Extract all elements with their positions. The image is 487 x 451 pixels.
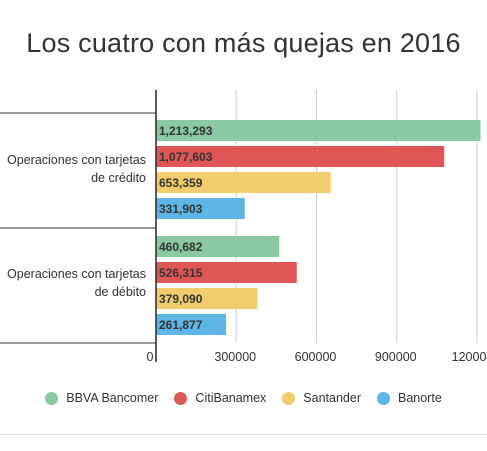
legend-item-citibanamex[interactable]: CitiBanamex [174, 391, 266, 405]
bar-3-1 [156, 314, 227, 335]
legend-label-citibanamex: CitiBanamex [195, 391, 267, 405]
legend-swatch-bbva [45, 391, 59, 405]
legend-swatch-santander [282, 391, 296, 405]
x-tick-label: 1200000 [452, 350, 487, 364]
bar-value-label: 1,077,603 [159, 150, 213, 164]
bar-value-label: 526,315 [159, 266, 203, 280]
bar-1-0 [156, 146, 445, 167]
legend-item-santander[interactable]: Santander [282, 391, 361, 405]
x-tick-label: 300000 [214, 350, 256, 364]
bar-value-label: 261,877 [159, 318, 203, 332]
footer-divider [0, 434, 487, 435]
bar-0-0 [156, 120, 481, 141]
legend-item-banorte[interactable]: Banorte [376, 391, 442, 405]
category-label: Operaciones con tarjetas de crédito [7, 153, 146, 185]
legend-label-banorte: Banorte [397, 391, 442, 405]
category-label: Operaciones con tarjetas de débito [7, 267, 146, 299]
bar-value-label: 653,359 [159, 176, 203, 190]
bar-0-1 [156, 236, 280, 257]
bar-2-1 [156, 288, 258, 309]
x-tick-label: 600000 [295, 350, 337, 364]
bar-value-label: 331,903 [159, 202, 203, 216]
bar-3-0 [156, 198, 245, 219]
legend-label-bbva: BBVA Bancomer [66, 391, 159, 405]
bar-1-1 [156, 262, 297, 283]
legend-item-bbva[interactable]: BBVA Bancomer [45, 391, 158, 405]
bar-value-label: 379,090 [159, 292, 203, 306]
legend-swatch-citibanamex [174, 391, 188, 405]
legend-label-santander: Santander [303, 391, 361, 405]
x-tick-label: 900000 [375, 350, 417, 364]
chart-legend: BBVA Bancomer CitiBanamex Santander Bano… [0, 386, 487, 410]
x-tick-label: 0 [147, 350, 154, 364]
bar-2-0 [156, 172, 331, 193]
bar-value-label: 460,682 [159, 240, 203, 254]
bar-value-label: 1,213,293 [159, 124, 213, 138]
chart-title: Los cuatro con más quejas en 2016 [26, 28, 461, 58]
legend-swatch-banorte [376, 391, 390, 405]
